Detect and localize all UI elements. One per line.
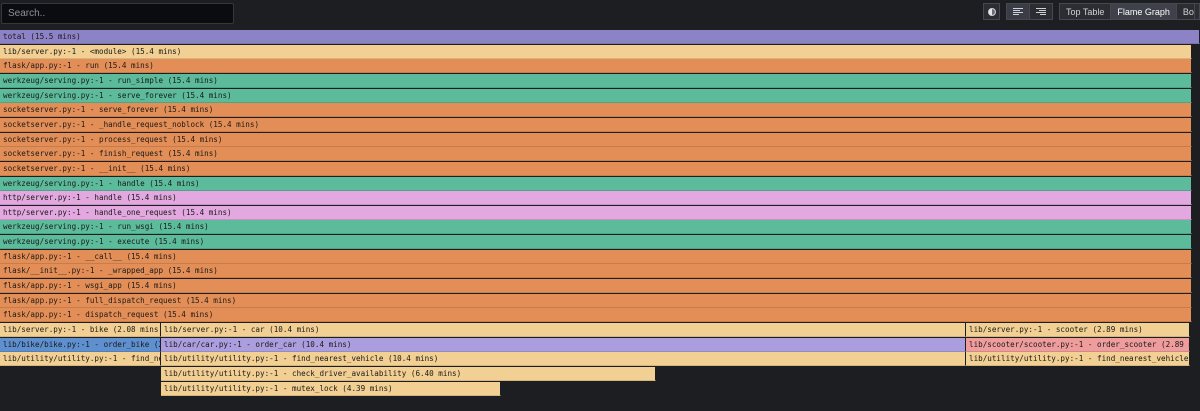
flame-frame[interactable]: socketserver.py:-1 - __init__ (15.4 mins… (0, 162, 1192, 176)
toolbar: Top Table Flame Graph Both (0, 0, 1200, 30)
flame-frame[interactable]: flask/app.py:-1 - run (15.4 mins) (0, 59, 1192, 73)
flame-frame[interactable]: lib/server.py:-1 - car (10.4 mins) (161, 323, 966, 337)
view-flame-graph[interactable]: Flame Graph (1111, 4, 1177, 19)
flame-frame[interactable]: werkzeug/serving.py:-1 - run_wsgi (15.4 … (0, 220, 1192, 234)
half-circle-icon (987, 7, 996, 16)
view-mode-switch: Top Table Flame Graph Both (1059, 3, 1200, 20)
flame-frame[interactable]: flask/app.py:-1 - dispatch_request (15.4… (0, 308, 1192, 322)
flame-frame[interactable]: lib/server.py:-1 - bike (2.08 mins) (0, 323, 161, 337)
flame-frame[interactable]: lib/utility/utility.py:-1 - mutex_lock (… (161, 382, 501, 396)
flame-frame[interactable]: flask/app.py:-1 - full_dispatch_request … (0, 294, 1192, 308)
flame-frame[interactable]: werkzeug/serving.py:-1 - run_simple (15.… (0, 74, 1192, 88)
flame-frame[interactable]: lib/utility/utility.py:-1 - check_driver… (161, 367, 656, 381)
flame-frame[interactable]: socketserver.py:-1 - serve_forever (15.4… (0, 103, 1192, 117)
flame-frame[interactable]: lib/server.py:-1 - <module> (15.4 mins) (0, 45, 1192, 59)
flame-frame[interactable]: http/server.py:-1 - handle_one_request (… (0, 206, 1192, 220)
flame-frame[interactable]: werkzeug/serving.py:-1 - serve_forever (… (0, 89, 1192, 103)
flame-frame[interactable]: flask/__init__.py:-1 - _wrapped_app (15.… (0, 264, 1192, 278)
flame-frame[interactable]: socketserver.py:-1 - finish_request (15.… (0, 147, 1192, 161)
flame-frame[interactable]: lib/utility/utility.py:-1 - find_nearest… (0, 352, 161, 366)
flame-frame[interactable]: lib/server.py:-1 - scooter (2.89 mins) (966, 323, 1190, 337)
flame-frame[interactable]: flask/app.py:-1 - __call__ (15.4 mins) (0, 250, 1192, 264)
flame-frame[interactable]: werkzeug/serving.py:-1 - handle (15.4 mi… (0, 177, 1192, 191)
flame-frame[interactable]: total (15.5 mins) (0, 30, 1200, 44)
flame-frame[interactable]: http/server.py:-1 - handle (15.4 mins) (0, 191, 1192, 205)
theme-toggle-button[interactable] (983, 3, 1000, 20)
flame-frame[interactable]: flask/app.py:-1 - wsgi_app (15.4 mins) (0, 279, 1192, 293)
flame-frame[interactable]: socketserver.py:-1 - process_request (15… (0, 133, 1192, 147)
flame-frame[interactable]: lib/utility/utility.py:-1 - find_nearest… (966, 352, 1190, 366)
flame-frame[interactable]: lib/car/car.py:-1 - order_car (10.4 mins… (161, 338, 966, 352)
align-right-button[interactable] (1029, 3, 1053, 20)
flame-frame[interactable]: lib/utility/utility.py:-1 - find_nearest… (161, 352, 966, 366)
overflow-button[interactable] (1194, 3, 1200, 20)
search-input[interactable] (1, 3, 234, 24)
flame-frame[interactable]: lib/scooter/scooter.py:-1 - order_scoote… (966, 338, 1190, 352)
flame-frame[interactable]: werkzeug/serving.py:-1 - execute (15.4 m… (0, 235, 1192, 249)
view-top-table[interactable]: Top Table (1060, 4, 1112, 19)
view-both[interactable]: Both (1182, 6, 1200, 17)
flame-frame[interactable]: lib/bike/bike.py:-1 - order_bike (2.08 m… (0, 338, 161, 352)
flame-graph: total (15.5 mins) lib/server.py:-1 - <mod… (0, 30, 1200, 411)
align-right-icon (1036, 8, 1046, 15)
align-left-icon (1013, 8, 1023, 15)
flame-frame[interactable]: socketserver.py:-1 - _handle_request_nob… (0, 118, 1192, 132)
align-left-button[interactable] (1006, 3, 1030, 20)
